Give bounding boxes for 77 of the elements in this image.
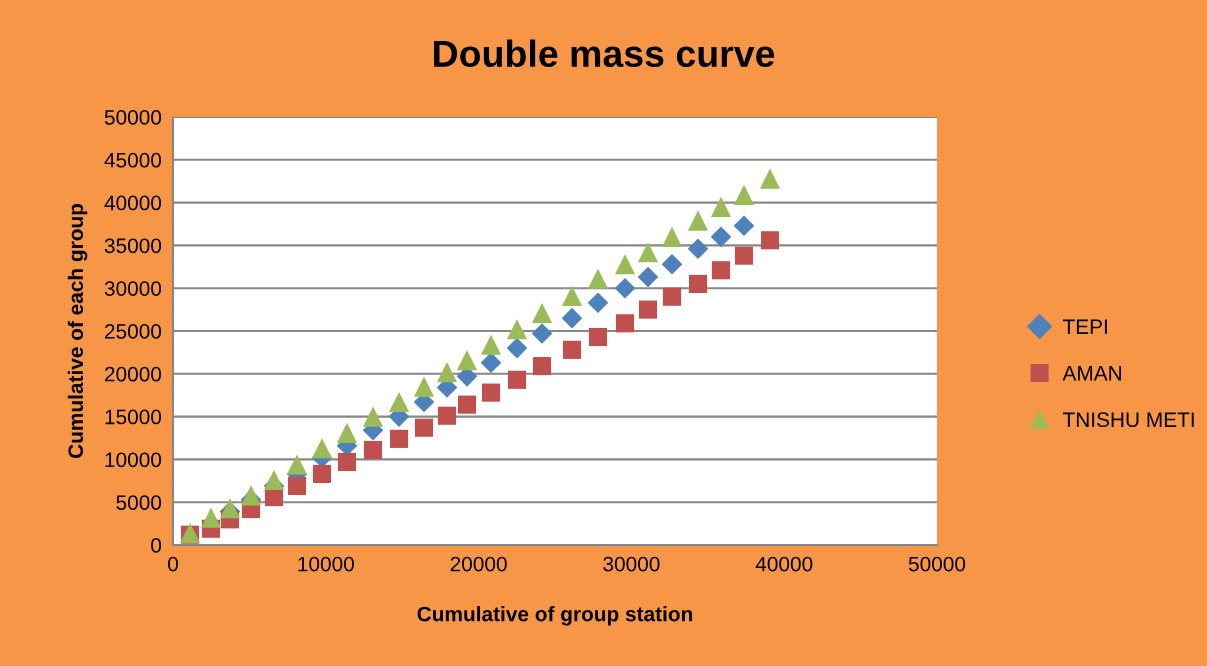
point [733, 184, 755, 205]
y-tick-label: 10000 [105, 452, 162, 468]
point [414, 418, 434, 437]
point [457, 395, 477, 414]
y-tick-label: 50000 [104, 110, 162, 125]
x-tick-label: 10000 [298, 556, 354, 572]
y-tick-label: 0 [151, 538, 162, 553]
y-tick-label: 40000 [104, 195, 162, 211]
point [480, 352, 502, 373]
point [688, 274, 708, 293]
point [615, 314, 635, 333]
point [637, 242, 659, 263]
point [587, 268, 609, 289]
point [561, 285, 583, 306]
point [312, 464, 332, 484]
point [760, 231, 780, 250]
point [687, 210, 709, 231]
point [362, 406, 384, 427]
point [661, 253, 683, 275]
point [532, 357, 552, 376]
x-tick-label: 20000 [450, 556, 507, 572]
x-tick-label: 40000 [755, 556, 813, 572]
point [711, 261, 731, 280]
point [637, 266, 659, 288]
point [506, 337, 528, 359]
point [389, 429, 409, 448]
chart-title: Double mass curve [434, 39, 775, 68]
point [588, 327, 608, 347]
point [562, 340, 582, 359]
point [734, 246, 754, 265]
legend-label: TNISHU METI [1062, 412, 1194, 428]
point [480, 334, 502, 355]
y-tick-label: 35000 [104, 238, 162, 254]
point [286, 454, 308, 475]
point [662, 287, 682, 306]
x-tick-label: 0 [168, 556, 178, 572]
point [263, 469, 285, 491]
point [287, 476, 307, 495]
point [638, 300, 658, 319]
point [363, 440, 383, 460]
point [561, 307, 583, 329]
point [437, 406, 457, 425]
y-tick-label: 5000 [116, 495, 162, 510]
point [733, 215, 755, 237]
point [710, 196, 732, 217]
point [614, 254, 636, 275]
x-tick-label: 50000 [908, 556, 966, 572]
point [507, 370, 527, 389]
point [531, 323, 553, 344]
point [614, 277, 636, 299]
point [200, 507, 222, 528]
point [311, 438, 333, 459]
x-tick-label: 30000 [603, 556, 660, 572]
point [436, 362, 458, 383]
point [531, 302, 553, 324]
y-tick-label: 15000 [105, 409, 162, 425]
point [337, 452, 357, 472]
y-tick-label: 20000 [105, 366, 162, 382]
y-tick-label: 30000 [104, 281, 162, 296]
point [587, 292, 609, 314]
x-axis-title: Cumulative of group station [417, 606, 693, 626]
legend-label: AMAN [1062, 366, 1121, 381]
point [759, 168, 781, 189]
y-tick-label: 25000 [105, 324, 162, 339]
point [240, 485, 262, 506]
y-axis-title: Cumulative of each group [67, 203, 88, 459]
y-tick-label: 45000 [104, 152, 162, 168]
point [661, 226, 683, 247]
point [710, 226, 732, 248]
point [388, 391, 410, 413]
point [456, 350, 478, 371]
point [413, 376, 435, 397]
point [506, 319, 528, 340]
point [481, 383, 501, 402]
point [687, 238, 709, 260]
point [336, 422, 358, 443]
legend-label: TEPI [1062, 319, 1107, 334]
